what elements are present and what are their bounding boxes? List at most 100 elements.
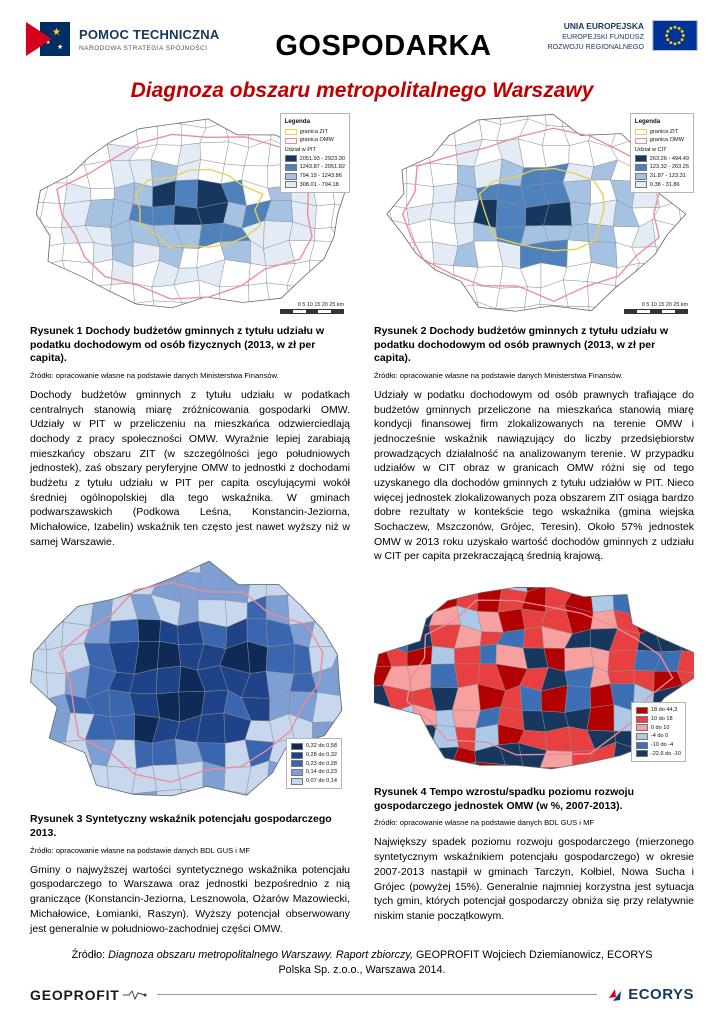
footer-report-title: Diagnoza obszaru metropolitalnego Warsza… xyxy=(108,949,414,961)
eu-logo: UNIA EUROPEJSKA EUROPEJSKI FUNDUSZ ROZWO… xyxy=(547,20,698,52)
figure1-legend: Legenda granica ZIT granica OMW Udział w… xyxy=(279,113,350,194)
figure2-scalebar: 0 5 10 15 20 25 km xyxy=(624,302,688,314)
legend-class-label: 0,32 do 0,58 xyxy=(305,743,337,750)
omw-boundary-swatch xyxy=(634,137,647,144)
legend-class-label: 0.38 - 31.86 xyxy=(649,181,680,188)
nss-logo-title: POMOC TECHNICZNA xyxy=(79,26,220,42)
footer-source-rest: GEOPROFIT Wojciech Dziemianowicz, ECORYS… xyxy=(278,949,653,976)
scalebar-bar xyxy=(624,309,688,314)
legend-label: granica OMW xyxy=(299,137,334,144)
ecorys-logo: ECORYS xyxy=(607,986,694,1003)
nss-logo: ★ ★ ★ POMOC TECHNICZNA NARODOWA STRATEGI… xyxy=(26,20,219,58)
geoprofit-logo-text: GEOPROFIT xyxy=(30,986,120,1003)
scalebar-label: 0 5 10 15 20 25 km xyxy=(297,302,344,308)
eu-flag-icon xyxy=(651,20,698,51)
legend-class-label: 18 do 44,3 xyxy=(650,707,678,714)
ecorys-logo-text: ECORYS xyxy=(628,986,694,1003)
legend-class-label: -22,6 do -10 xyxy=(650,750,681,757)
figure4-caption: Rysunek 4 Tempo wzrostu/spadku poziomu r… xyxy=(374,786,634,812)
legend-class-label: 123.32 - 263.25 xyxy=(649,164,689,171)
eu-fund-line1: EUROPEJSKI FUNDUSZ xyxy=(562,32,644,42)
paragraph-4: Największy spadek poziomu rozwoju gospod… xyxy=(374,836,694,922)
geoprofit-mark-icon xyxy=(122,989,147,1000)
footer-source-label: Źródło: xyxy=(71,949,109,961)
legend-swatch xyxy=(635,715,648,723)
legend-class-label: 0,28 do 0,32 xyxy=(305,751,337,758)
paragraph-1: Dochody budżetów gminnych z tytułu udzia… xyxy=(30,388,350,548)
legend-class-label: -4 do 0 xyxy=(650,733,669,740)
legend-title: Legenda xyxy=(634,118,661,125)
scalebar-bar xyxy=(280,309,344,314)
legend-swatch xyxy=(290,777,303,785)
legend-class-label: 308.01 - 794.18 xyxy=(299,181,339,188)
figure3-source: Źródło: opracowanie własne na podstawie … xyxy=(30,845,251,855)
document-subtitle: Diagnoza obszaru metropolitalnego Warsza… xyxy=(130,79,594,102)
geoprofit-logo: GEOPROFIT xyxy=(30,987,147,1003)
legend-class-label: 2051.93 - 2923.30 xyxy=(299,155,345,162)
legend-swatch xyxy=(284,164,297,172)
legend-swatch xyxy=(290,751,303,759)
legend-swatch xyxy=(284,172,297,180)
legend-swatch xyxy=(635,724,648,732)
legend-swatch xyxy=(284,181,297,189)
figure3: 0,32 do 0,58 0,28 do 0,32 0,23 do 0,28 0… xyxy=(30,559,350,805)
svg-text:★: ★ xyxy=(52,27,61,38)
legend-class-label: 794.19 - 1243.86 xyxy=(299,172,342,179)
figure2-legend: Legenda granica ZIT granica OMW Udział w… xyxy=(629,113,694,194)
content-columns: Legenda granica ZIT granica OMW Udział w… xyxy=(0,111,724,936)
figure4-legend: 18 do 44,3 10 do 18 0 do 10 -4 do 0 -10 … xyxy=(630,702,686,763)
legend-value-title: Udział w PIT xyxy=(284,146,316,153)
page-header: ★ ★ ★ POMOC TECHNICZNA NARODOWA STRATEGI… xyxy=(0,0,724,63)
figure1-caption: Rysunek 1 Dochody budżetów gminnych z ty… xyxy=(30,325,325,365)
legend-class-label: -10 do -4 xyxy=(650,741,674,748)
figure1-scalebar: 0 5 10 15 20 25 km xyxy=(280,302,344,314)
zit-boundary-swatch xyxy=(284,128,297,135)
ecorys-mark-icon xyxy=(609,988,622,1001)
legend-swatch xyxy=(635,707,648,715)
eu-logo-text: UNIA EUROPEJSKA EUROPEJSKI FUNDUSZ ROZWO… xyxy=(547,21,644,52)
nss-flag-icon: ★ ★ ★ xyxy=(26,22,70,56)
legend-class-label: 263.26 - 494.49 xyxy=(649,155,689,162)
legend-class-label: 1243.87 - 2051.82 xyxy=(299,164,345,171)
left-column: Legenda granica ZIT granica OMW Udział w… xyxy=(30,111,350,936)
legend-swatch xyxy=(635,750,648,758)
legend-swatch xyxy=(290,743,303,751)
paragraph-2: Udziały w podatku dochodowym od osób pra… xyxy=(374,388,694,563)
svg-text:★: ★ xyxy=(57,43,63,51)
nss-logo-text: POMOC TECHNICZNA NARODOWA STRATEGIA SPÓJ… xyxy=(79,27,219,52)
figure4-source: Źródło: opracowanie własne na podstawie … xyxy=(374,818,595,828)
legend-label: granica OMW xyxy=(649,137,684,144)
figure1: Legenda granica ZIT granica OMW Udział w… xyxy=(30,111,350,317)
footer-divider xyxy=(156,994,598,995)
legend-swatch xyxy=(634,181,647,189)
legend-swatch xyxy=(634,172,647,180)
scalebar-label: 0 5 10 15 20 25 km xyxy=(641,302,688,308)
legend-label: granica ZIT xyxy=(649,128,679,135)
legend-title: Legenda xyxy=(284,118,311,125)
legend-value-title: Udział w CIT xyxy=(634,146,667,153)
figure1-source: Źródło: opracowanie własne na podstawie … xyxy=(30,370,279,380)
legend-swatch xyxy=(290,760,303,768)
footer-logos: GEOPROFIT ECORYS xyxy=(30,986,694,1003)
legend-label: granica ZIT xyxy=(299,128,328,135)
omw-boundary-swatch xyxy=(284,137,297,144)
legend-swatch xyxy=(634,164,647,172)
eu-fund-line2: ROZWOJU REGIONALNEGO xyxy=(547,42,644,52)
legend-class-label: 0,14 do 0,23 xyxy=(305,769,337,776)
legend-swatch xyxy=(284,155,297,163)
figure2-source: Źródło: opracowanie własne na podstawie … xyxy=(374,370,623,380)
figure4-map xyxy=(374,587,694,770)
legend-class-label: 0,07 do 0,14 xyxy=(305,777,337,784)
zit-boundary-swatch xyxy=(634,128,647,135)
legend-class-label: 31.87 - 123.31 xyxy=(649,172,686,179)
legend-swatch xyxy=(635,741,648,749)
legend-swatch xyxy=(290,769,303,776)
legend-swatch xyxy=(635,733,648,741)
svg-text:★: ★ xyxy=(46,40,51,46)
figure4: 18 do 44,3 10 do 18 0 do 10 -4 do 0 -10 … xyxy=(374,578,694,778)
figure3-map xyxy=(30,561,343,797)
paragraph-3: Gminy o najwyższej wartości syntetyczneg… xyxy=(30,863,350,935)
figure3-caption: Rysunek 3 Syntetyczny wskaźnik potencjał… xyxy=(30,813,332,840)
page-title: GOSPODARKA xyxy=(275,30,492,62)
